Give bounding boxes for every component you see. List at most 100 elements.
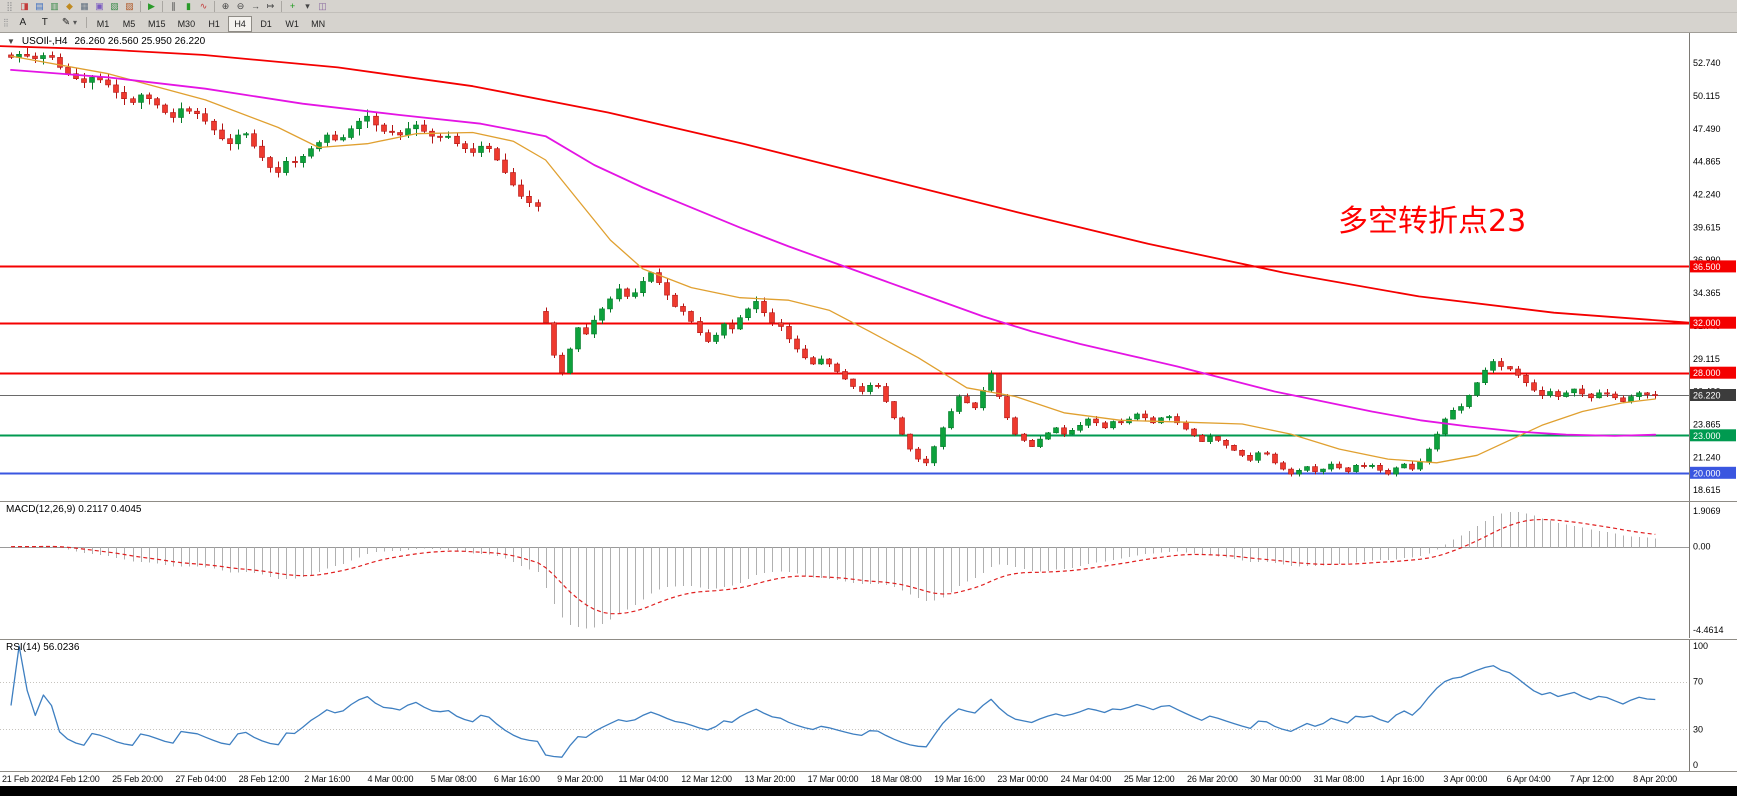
svg-text:29.115: 29.115 [1693,354,1720,364]
time-label: 6 Mar 16:00 [493,774,540,784]
price-chart-panel[interactable]: 52.740 50.115 47.490 44.865 42.240 39.615 36.9… [0,33,1737,501]
time-label: 26 Mar 20:00 [1187,774,1238,784]
candlestick-chart-icon[interactable]: ▮ [186,0,191,11]
svg-text:1.9069: 1.9069 [1693,506,1721,516]
time-label: 23 Mar 00:00 [997,774,1048,784]
strategy-tester-icon[interactable]: ▣ [95,0,104,11]
drag-handle-icon: ⣿ [6,0,13,11]
rsi-canvas[interactable]: 100 70 30 0 [0,640,1737,771]
time-label: 5 Mar 08:00 [430,774,477,784]
svg-text:50.115: 50.115 [1693,91,1720,101]
navigator-icon[interactable]: ◆ [66,0,73,11]
time-label: 17 Mar 00:00 [807,774,859,784]
line-chart-icon[interactable]: ∿ [199,0,208,11]
period-button-d1[interactable]: D1 [254,16,278,32]
time-label: 13 Mar 20:00 [744,774,796,784]
time-label: 3 Apr 00:00 [1443,774,1488,784]
data-window-icon[interactable]: ▥ [50,0,59,11]
svg-text:100: 100 [1693,641,1708,651]
svg-text:30: 30 [1693,724,1703,734]
price-chart-canvas[interactable]: 52.740 50.115 47.490 44.865 42.240 39.615 36.9… [0,33,1737,501]
time-axis[interactable]: 21 Feb 2020 24 Feb 12:00 25 Feb 20:00 27 Fe… [0,771,1737,786]
period-button-w1[interactable]: W1 [280,16,304,32]
toolbar-separator [214,0,215,12]
time-label: 9 Mar 20:00 [557,774,603,784]
period-button-h4[interactable]: H4 [228,15,253,32]
timeframe-toolbar: M1 M5 M15 M30 H1 H4 D1 W1 MN [90,14,331,32]
period-button-m1[interactable]: M1 [91,16,115,32]
quick-trade-expander-icon[interactable]: ▼ [7,37,15,46]
time-label: 30 Mar 00:00 [1250,774,1301,784]
time-label: 27 Feb 04:00 [175,774,227,784]
period-button-m5[interactable]: M5 [117,16,141,32]
time-label: 24 Feb 12:00 [48,774,100,784]
standard-toolbar: ⣿ ◨ ▤ ▥ ◆ ▦ ▣ ▧ ▨ ▶ ∥ ▮ ∿ ⊕ ⊖ → ↦ + ▾ ◫ [0,0,1737,13]
new-chart-icon[interactable]: ▧ [110,0,119,11]
svg-text:23.000: 23.000 [1693,431,1721,441]
svg-text:52.740: 52.740 [1693,58,1721,68]
svg-text:28.000: 28.000 [1693,368,1721,378]
svg-text:44.865: 44.865 [1693,157,1721,167]
symbol-period-label: USOIl-,H4 [21,36,68,47]
period-button-mn[interactable]: MN [306,16,330,32]
bottom-status-bar [0,786,1737,796]
bar-chart-icon[interactable]: ∥ [171,0,176,11]
time-label: 6 Apr 04:00 [1506,774,1551,784]
ohlc-values: 26.260 26.560 25.950 26.220 [74,36,206,47]
time-label: 2 Mar 16:00 [304,774,351,784]
pencil-icon: ✎ [61,16,71,28]
svg-text:26.220: 26.220 [1693,391,1721,401]
terminal-icon[interactable]: ▦ [80,0,89,11]
time-label: 25 Feb 20:00 [112,774,163,784]
svg-text:34.365: 34.365 [1693,288,1721,298]
period-button-m15[interactable]: M15 [143,16,171,32]
zoom-out-icon[interactable]: ⊖ [236,0,245,11]
time-label: 7 Apr 12:00 [1569,774,1614,784]
indicators-icon[interactable]: + [289,0,296,11]
auto-scroll-icon[interactable]: → [251,0,260,11]
svg-text:42.240: 42.240 [1693,190,1721,200]
profiles-icon[interactable]: ▨ [125,0,134,11]
svg-text:47.490: 47.490 [1693,124,1721,134]
svg-text:70: 70 [1693,677,1703,687]
period-button-m30[interactable]: M30 [173,16,201,32]
autotrading-icon[interactable]: ▶ [148,0,155,11]
rsi-label: RSI(14) 56.0236 [6,642,80,653]
text-label-tool-button[interactable]: T [35,15,55,31]
time-label: 21 Feb 2020 [2,774,51,784]
text-tool-button[interactable]: A [13,15,33,31]
periods-list-icon[interactable]: ▾ [305,0,310,11]
templates-icon[interactable]: ◫ [318,0,327,11]
svg-text:20.000: 20.000 [1693,468,1721,478]
macd-panel[interactable]: 1.9069 0.00 -4.4614 MACD(12,26,9) 0.2117 0… [0,501,1737,639]
svg-text:32.000: 32.000 [1693,318,1721,328]
svg-text:-4.4614: -4.4614 [1693,625,1724,635]
toolbar-separator [86,17,88,28]
chart-header: ▼ USOIl-,H4 26.260 26.560 25.950 26.220 [7,36,205,47]
svg-text:23.865: 23.865 [1693,419,1721,429]
new-order-icon[interactable]: ◨ [20,0,29,11]
time-label: 18 Mar 08:00 [870,774,922,784]
rsi-panel[interactable]: 100 70 30 0 RSI(14) 56.0236 [0,639,1737,771]
time-label: 4 Mar 00:00 [367,774,414,784]
toolbar-drag-handle-icon: ⣿ [3,18,9,27]
drawing-tools-dropdown[interactable]: ✎ ▾ [57,15,82,31]
time-label: 8 Apr 20:00 [1633,774,1677,784]
svg-text:18.615: 18.615 [1693,485,1721,495]
chart-annotation-text[interactable]: 多空转折点23 [1338,204,1527,239]
chevron-down-icon: ▾ [73,17,78,27]
market-watch-icon[interactable]: ▤ [35,0,44,11]
time-label: 12 Mar 12:00 [681,774,732,784]
zoom-in-icon[interactable]: ⊕ [221,0,230,11]
time-label: 11 Mar 04:00 [618,774,669,784]
period-button-h1[interactable]: H1 [202,16,226,32]
time-label: 31 Mar 08:00 [1313,774,1365,784]
svg-text:36.500: 36.500 [1693,262,1721,272]
time-label: 24 Mar 04:00 [1060,774,1112,784]
svg-text:21.240: 21.240 [1693,452,1721,462]
macd-canvas[interactable]: 1.9069 0.00 -4.4614 [0,502,1737,638]
svg-text:0.00: 0.00 [1693,542,1711,552]
time-label: 28 Feb 12:00 [238,774,290,784]
chart-shift-icon[interactable]: ↦ [266,0,275,11]
